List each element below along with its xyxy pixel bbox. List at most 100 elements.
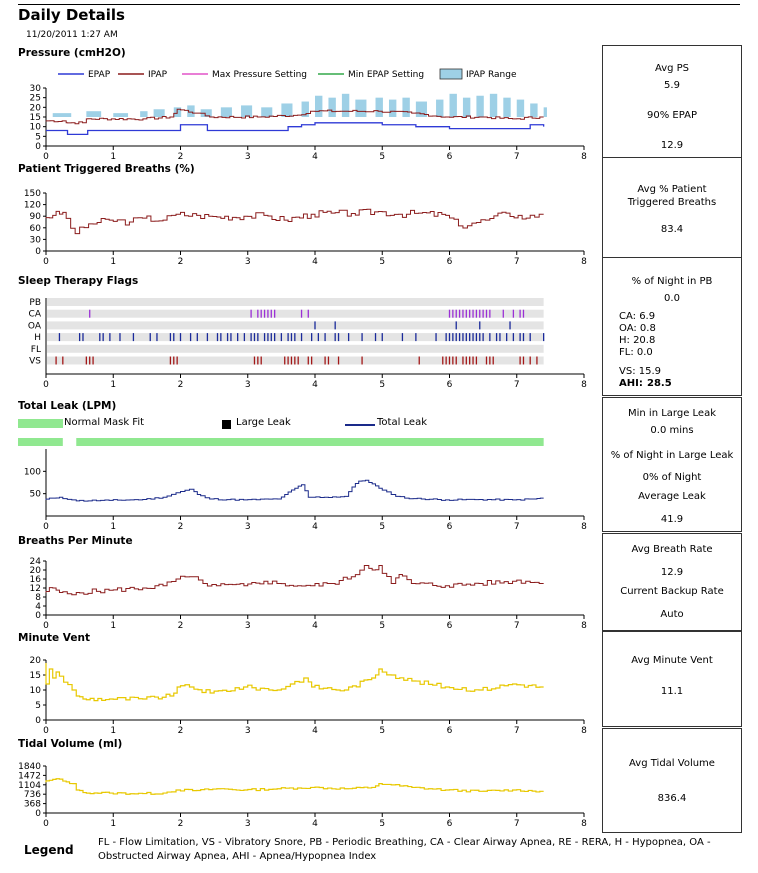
x-tick-label: 0 [43,819,49,829]
y-tick-label: 368 [24,800,41,810]
ipap-range-bar [200,109,212,117]
patient-triggered-line [45,208,544,235]
ipap-range-bar [375,97,383,117]
avg-patient-triggered-label: Avg % Patient Triggered Breaths [627,184,717,208]
ipap-range-bar [415,101,427,117]
x-tick-label: 6 [447,257,453,267]
x-tick-label: 4 [312,152,318,162]
x-tick-label: 0 [43,522,49,532]
backup-rate-label: Current Backup Rate [620,586,724,597]
x-tick-label: 1 [110,621,116,631]
x-tick-label: 1 [110,152,116,162]
avg-minute-vent-label: Avg Minute Vent [631,655,713,666]
min-epap-legend-label: Min EPAP Setting [348,70,424,80]
ipap-range-bar [261,107,273,117]
y-tick-label: 60 [30,224,42,234]
x-tick-label: 0 [43,380,49,390]
y-tick-label: 120 [24,201,41,211]
x-tick-label: 5 [379,522,385,532]
x-tick-label: 8 [581,152,587,162]
x-tick-label: 3 [245,621,251,631]
flag-row-band [47,309,544,318]
minute-vent-summary-panel: Avg Minute Vent 11.1 [602,631,742,727]
normal-mask-fit-swatch [18,419,63,428]
x-tick-label: 1 [110,257,116,267]
x-tick-label: 6 [447,621,453,631]
page-title: Daily Details [18,6,125,24]
ahi-value: 28.5 [647,378,672,389]
ipap-range-bar [86,111,102,117]
y-tick-label: 5 [35,132,41,142]
x-tick-label: 4 [312,380,318,390]
flag-row-label: PB [29,298,41,308]
y-tick-label: 0 [35,716,41,726]
ca-stat: CA: 6.9 [619,311,656,322]
y-tick-label: 15 [30,671,41,681]
x-tick-label: 4 [312,522,318,532]
pct-large-leak-value: 0% of Night [642,472,702,483]
flag-row-label: VS [29,357,41,367]
y-tick-label: 20 [30,566,42,576]
x-tick-label: 8 [581,621,587,631]
x-tick-label: 1 [110,522,116,532]
y-tick-label: 736 [24,790,41,800]
large-leak-swatch [222,420,231,429]
ipap-range-bar [516,99,525,117]
x-tick-label: 6 [447,152,453,162]
x-tick-label: 2 [178,522,184,532]
min-large-leak-label: Min in Large Leak [628,408,716,419]
y-tick-label: 20 [30,103,42,113]
epap-legend-label: EPAP [88,70,111,80]
legend-title: Legend [24,843,74,857]
y-tick-label: 12 [30,584,41,594]
minute-vent-chart: 0 1 2 3 4 5 6 7 8 0 5 10 15 20 [30,656,588,736]
normal-mask-fit-bar [18,438,63,446]
ipap-range-bar [301,101,309,117]
pressure-chart-title: Pressure (cmH2O) [18,47,126,59]
x-tick-label: 3 [245,257,251,267]
min-large-leak-value: 0.0 mins [650,425,694,436]
y-tick-label: 30 [30,235,42,245]
tidal-volume-line [45,778,544,795]
x-tick-label: 7 [514,621,520,631]
y-tick-label: 24 [30,557,42,567]
flags-summary-panel: % of Night in PB 0.0 CA: 6.9 OA: 0.8 H: … [602,257,742,396]
y-tick-label: 10 [30,123,42,133]
ipap-range-bar [113,113,129,117]
flag-row-label: OA [28,321,42,331]
y-tick-label: 25 [30,94,41,104]
pct-large-leak-label: % of Night in Large Leak [610,450,734,461]
x-tick-label: 4 [312,257,318,267]
y-tick-label: 0 [35,247,41,257]
x-tick-label: 5 [379,257,385,267]
pressure-legend: EPAP IPAP Max Pressure Setting Min EPAP Set… [58,68,517,80]
epap90-label: 90% EPAP [647,110,697,121]
x-tick-label: 8 [581,257,587,267]
x-tick-label: 8 [581,380,587,390]
ipap-range-bar [140,111,148,117]
ipap-range-bar [241,105,253,117]
y-tick-label: 15 [30,113,41,123]
y-tick-label: 0 [35,611,41,621]
ipap-range-bar [315,95,323,117]
avg-leak-value: 41.9 [660,514,684,525]
ipap-range-bar [462,97,471,117]
ipap-range-bar [436,99,444,117]
flag-row-label: FL [31,345,41,355]
x-tick-label: 5 [379,621,385,631]
y-tick-label: 10 [30,686,42,696]
report-datetime: 11/20/2011 1:27 AM [26,30,118,40]
minute-vent-line [45,663,544,702]
ipap-range-legend-label: IPAP Range [466,70,517,80]
x-tick-label: 4 [312,819,318,829]
header-rule [18,4,740,5]
y-tick-label: 150 [24,189,41,199]
y-tick-label: 100 [24,467,41,477]
vs-stat: VS: 15.9 [619,366,662,377]
flag-row-label: H [34,333,41,343]
legend-text: FL - Flow Limitation, VS - Vibratory Sno… [98,837,711,862]
patient-triggered-chart-title: Patient Triggered Breaths (%) [18,163,195,175]
x-tick-label: 5 [379,819,385,829]
